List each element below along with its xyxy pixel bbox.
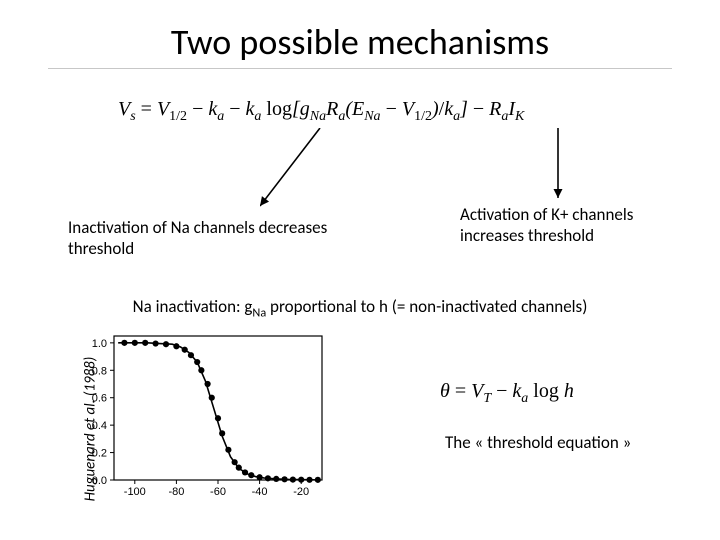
- svg-text:0.6: 0.6: [92, 393, 107, 405]
- na-inactivation-note: Na inactivation: gNa proportional to h (…: [0, 296, 720, 320]
- arrow-right-icon: [552, 128, 570, 208]
- main-equation: Vs = V1/2 − ka − ka log[gNaRa(ENa − V1/2…: [118, 98, 524, 125]
- svg-text:-20: -20: [293, 486, 309, 498]
- threshold-equation: θ = VT − ka log h: [440, 380, 574, 407]
- svg-text:0.2: 0.2: [92, 448, 107, 460]
- title-underline: [48, 68, 672, 69]
- svg-text:-100: -100: [124, 486, 146, 498]
- caption-inactivation: Inactivation of Na channels decreases th…: [68, 218, 348, 259]
- svg-text:1.0: 1.0: [92, 338, 107, 350]
- svg-text:-80: -80: [168, 486, 184, 498]
- svg-text:0.8: 0.8: [92, 365, 107, 377]
- sigmoid-chart: -100 -80 -60 -40 -20 0.0 0.2 0.4 0.6 0.8 1.0: [72, 326, 332, 506]
- svg-text:-40: -40: [252, 486, 268, 498]
- svg-text:0.0: 0.0: [92, 475, 107, 487]
- slide-title: Two possible mechanisms: [0, 20, 720, 64]
- caption-activation: Activation of K+ channels increases thre…: [460, 205, 680, 246]
- svg-text:0.4: 0.4: [92, 420, 107, 432]
- arrow-left-icon: [260, 128, 330, 216]
- threshold-caption: The « threshold equation »: [445, 432, 631, 453]
- svg-text:-60: -60: [210, 486, 226, 498]
